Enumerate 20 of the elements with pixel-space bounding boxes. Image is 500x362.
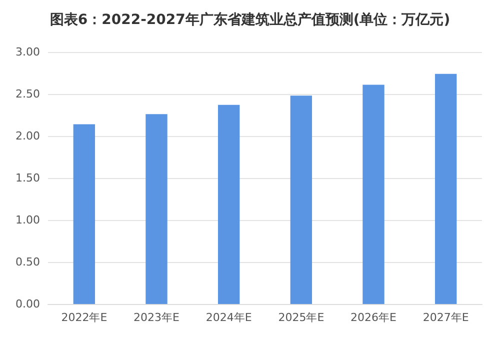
chart-title: 图表6：2022-2027年广东省建筑业总产值预测(单位：万亿元) [50,11,450,28]
bar [362,84,384,304]
x-tick-label: 2022年E [61,311,108,324]
y-tick-label: 3.00 [16,46,40,58]
x-tick-label: 2024年E [206,311,252,324]
bar [218,104,240,304]
x-tick-label: 2027年E [422,311,469,324]
y-tick-label: 0.50 [16,256,40,268]
x-tick-label: 2026年E [350,311,397,324]
bar [146,114,168,304]
bar [290,96,312,304]
x-tick-label: 2025年E [278,311,324,324]
bar [434,74,457,304]
y-tick-label: 2.50 [16,88,40,100]
bar [73,124,96,304]
y-tick-label: 2.00 [16,130,40,142]
y-tick-label: 0.00 [16,298,40,310]
y-tick-label: 1.50 [16,172,40,184]
y-tick-label: 1.00 [16,214,40,226]
x-tick-label: 2023年E [134,311,180,324]
